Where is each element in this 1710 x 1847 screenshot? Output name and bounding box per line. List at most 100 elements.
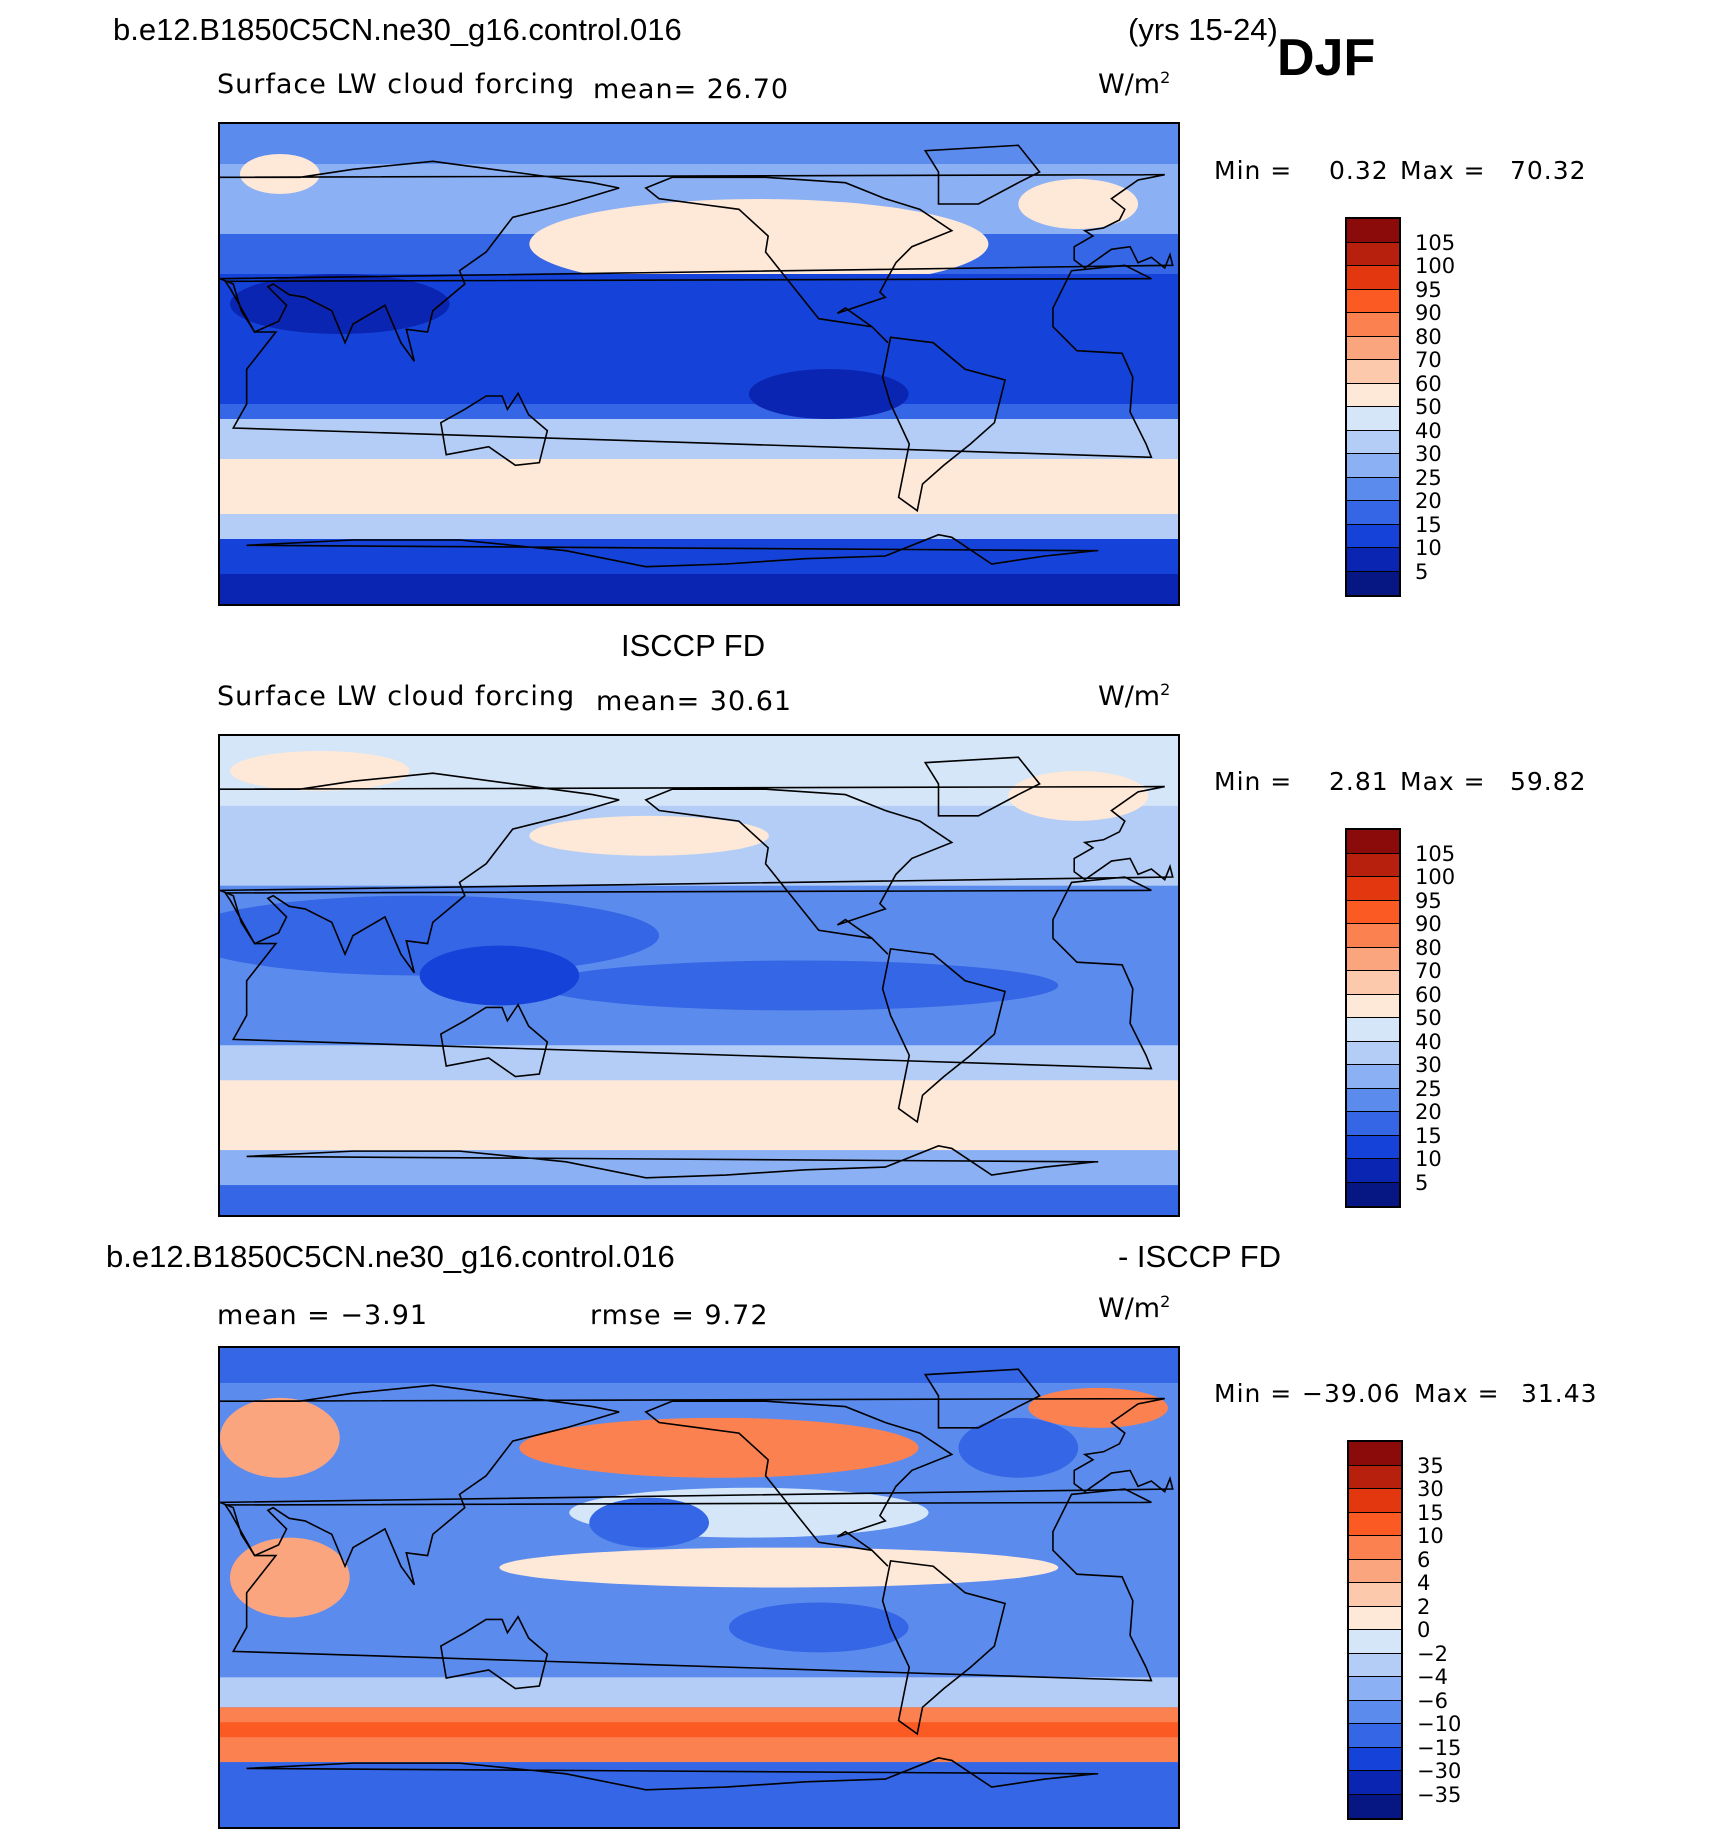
colorbar-tick-label: 60 <box>1415 982 1442 1007</box>
greenland-coastline <box>923 1368 1041 1429</box>
colorbar-tick-label: 100 <box>1415 865 1456 889</box>
panel3-max-label: Max = <box>1414 1379 1500 1408</box>
panel2-units: W/m2 <box>1098 680 1171 712</box>
namerica-coastline <box>644 176 954 344</box>
panel2-map-svg <box>220 736 1178 1215</box>
colorbar-tick-label: −15 <box>1417 1735 1462 1760</box>
colorbar-tick-label: 80 <box>1415 324 1442 349</box>
colorbar-swatch <box>1349 1512 1401 1536</box>
colorbar-swatch <box>1347 383 1399 407</box>
antarctica-coastline <box>246 1145 1099 1179</box>
colorbar-tick-label: 15 <box>1417 1500 1444 1525</box>
eurasia-coastline <box>220 772 1174 974</box>
panel1-map-svg <box>220 124 1178 604</box>
colorbar-swatch <box>1347 830 1399 854</box>
colorbar-tick-label: 15 <box>1415 1123 1442 1148</box>
panel1-units: W/m2 <box>1098 68 1171 100</box>
colorbar-swatch <box>1347 900 1399 924</box>
colorbar-swatch <box>1347 1182 1399 1206</box>
panel3-colorbar <box>1347 1440 1403 1820</box>
panel3-map <box>218 1346 1180 1829</box>
season-label: DJF <box>1277 29 1376 87</box>
colorbar-tick-label: 60 <box>1415 371 1442 396</box>
panel1-colorbar <box>1345 217 1401 597</box>
colorbar-tick-label: 105 <box>1415 230 1456 255</box>
panel3-max-value: 31.43 <box>1521 1379 1598 1408</box>
colorbar-swatch <box>1349 1559 1401 1583</box>
colorbar-swatch <box>1347 1018 1399 1042</box>
colorbar-tick-label: 50 <box>1415 1006 1442 1030</box>
colorbar-swatch <box>1347 407 1399 431</box>
colorbar-swatch <box>1347 454 1399 478</box>
colorbar-swatch <box>1347 1135 1399 1159</box>
colorbar-swatch <box>1347 994 1399 1018</box>
namerica-coastline <box>644 788 954 955</box>
colorbar-tick-label: −30 <box>1417 1759 1462 1783</box>
panel2-variable-label: Surface LW cloud forcing <box>217 681 576 712</box>
colorbar-tick-label: 6 <box>1417 1547 1431 1572</box>
samerica-coastline <box>881 947 1007 1124</box>
colorbar-tick-label: 10 <box>1417 1524 1444 1548</box>
australia-coastline <box>439 1615 549 1690</box>
australia-coastline <box>439 1003 549 1078</box>
colorbar-tick-label: −6 <box>1417 1688 1448 1713</box>
colorbar-swatch <box>1349 1700 1401 1724</box>
panel1-min-value: 0.32 <box>1329 156 1389 185</box>
panel2-map <box>218 734 1180 1217</box>
colorbar-swatch <box>1347 1112 1399 1136</box>
colorbar-swatch <box>1347 360 1399 384</box>
africa-coastline <box>223 1488 1153 1682</box>
africa-coastline <box>223 264 1153 459</box>
panel1-map <box>218 122 1180 606</box>
colorbar-swatch <box>1349 1583 1401 1607</box>
samerica-coastline <box>881 1559 1007 1736</box>
panel3-units: W/m2 <box>1098 1292 1171 1324</box>
colorbar-swatch <box>1347 571 1399 595</box>
panel2-max-value: 59.82 <box>1510 767 1587 796</box>
colorbar-tick-label: 20 <box>1415 1100 1442 1124</box>
colorbar-swatch <box>1347 430 1399 454</box>
panel1-variable-label: Surface LW cloud forcing <box>217 69 576 100</box>
namerica-coastline <box>644 1400 954 1567</box>
colorbar-swatch <box>1347 524 1399 548</box>
years-label: (yrs 15-24) <box>1128 12 1278 47</box>
colorbar-tick-label: 90 <box>1415 301 1442 325</box>
antarctica-coastline <box>246 1757 1099 1791</box>
panel1-max-label: Max = <box>1400 156 1486 185</box>
panel3-title-left: b.e12.B1850C5CN.ne30_g16.control.016 <box>106 1239 675 1274</box>
colorbar-tick-label: 70 <box>1415 348 1442 372</box>
samerica-coastline <box>881 336 1007 513</box>
colorbar-swatch <box>1349 1606 1401 1630</box>
colorbar-tick-label: 105 <box>1415 841 1456 866</box>
colorbar-swatch <box>1349 1489 1401 1513</box>
colorbar-swatch <box>1347 336 1399 360</box>
colorbar-swatch <box>1347 947 1399 971</box>
eurasia-coastline <box>220 160 1174 362</box>
colorbar-tick-label: 0 <box>1417 1618 1431 1642</box>
panel3-rmse: rmse = 9.72 <box>590 1300 769 1331</box>
colorbar-swatch <box>1349 1442 1401 1466</box>
colorbar-swatch <box>1347 313 1399 337</box>
colorbar-tick-label: 95 <box>1415 888 1442 913</box>
colorbar-tick-label: −10 <box>1417 1712 1462 1736</box>
panel3-min-label: Min = <box>1214 1379 1293 1408</box>
colorbar-tick-label: 35 <box>1417 1453 1444 1478</box>
colorbar-tick-label: 50 <box>1415 395 1442 419</box>
colorbar-swatch <box>1347 853 1399 877</box>
colorbar-tick-label: 4 <box>1417 1571 1431 1595</box>
colorbar-tick-label: 30 <box>1415 442 1442 466</box>
panel2-title: ISCCP FD <box>621 628 766 663</box>
colorbar-swatch <box>1349 1771 1401 1795</box>
colorbar-swatch <box>1349 1536 1401 1560</box>
colorbar-swatch <box>1347 971 1399 995</box>
greenland-coastline <box>923 756 1041 817</box>
colorbar-tick-label: 15 <box>1415 512 1442 537</box>
colorbar-swatch <box>1349 1653 1401 1677</box>
colorbar-swatch <box>1347 1065 1399 1089</box>
panel3-min-value: −39.06 <box>1302 1379 1401 1408</box>
colorbar-swatch <box>1347 219 1399 243</box>
colorbar-swatch <box>1347 1088 1399 1112</box>
panel2-min-value: 2.81 <box>1329 767 1389 796</box>
colorbar-swatch <box>1347 1041 1399 1065</box>
panel1-min-label: Min = <box>1214 156 1293 185</box>
